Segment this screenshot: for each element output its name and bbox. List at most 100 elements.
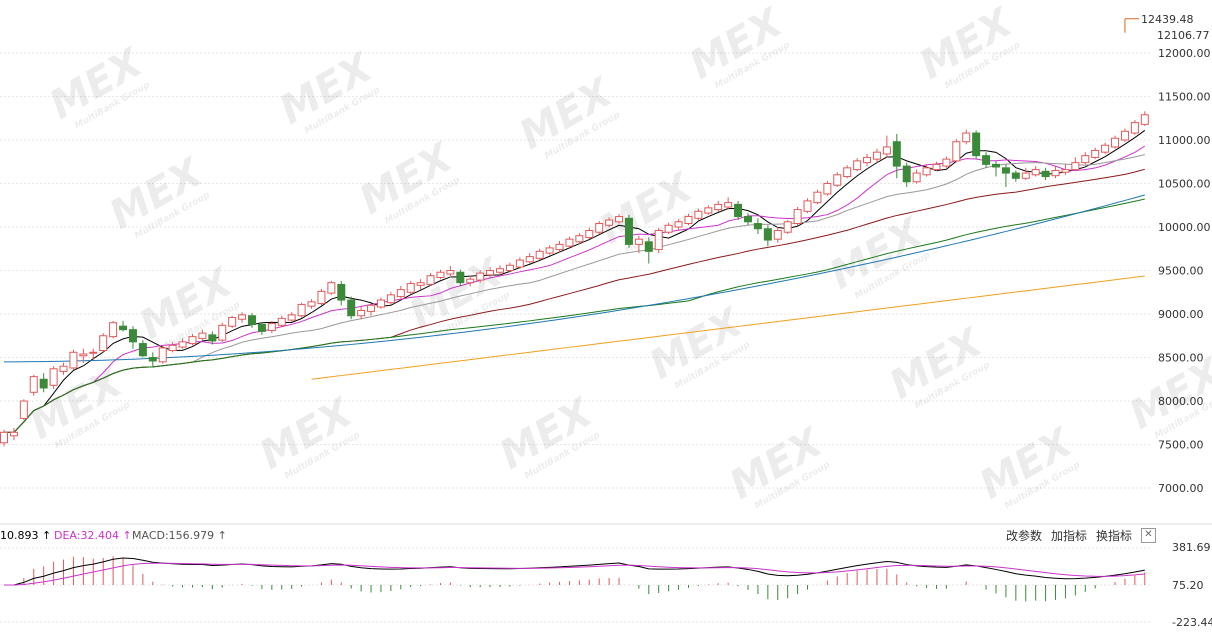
- candle-body: [466, 278, 475, 284]
- candle-body: [337, 283, 346, 301]
- candle-body: [148, 357, 157, 362]
- candle: [376, 297, 385, 309]
- candle: [535, 248, 544, 261]
- high-marker: 12439.48: [1124, 13, 1194, 33]
- price-tick-label: 10500.00: [1158, 178, 1211, 191]
- candle: [595, 220, 604, 234]
- candle-body: [833, 174, 842, 186]
- candle: [69, 349, 78, 370]
- candle: [863, 153, 872, 167]
- candle: [763, 225, 772, 247]
- candle: [79, 348, 88, 363]
- candle: [1041, 167, 1050, 181]
- price-tick-label: 9000.00: [1158, 308, 1204, 321]
- close-indicator-button[interactable]: ✕: [1141, 528, 1156, 543]
- candle-body: [585, 229, 594, 238]
- candle: [1061, 164, 1070, 175]
- candle: [1001, 164, 1010, 187]
- candle-body: [942, 158, 951, 167]
- candle: [476, 270, 485, 283]
- candle: [555, 240, 564, 254]
- macd-lines: [4, 557, 1145, 586]
- candle-body: [872, 151, 881, 160]
- modify-params-button[interactable]: 改参数: [1006, 529, 1043, 543]
- candle-body: [347, 299, 356, 317]
- candle: [287, 312, 296, 322]
- candle: [168, 341, 177, 353]
- candle-body: [456, 271, 465, 284]
- candle: [773, 227, 782, 243]
- candle-body: [555, 243, 564, 251]
- candle-body: [793, 209, 802, 225]
- candle-body: [654, 229, 663, 251]
- price-tick-label: 11500.00: [1158, 91, 1211, 104]
- candle: [1120, 128, 1129, 142]
- candle: [456, 269, 465, 287]
- candle-body: [89, 351, 98, 354]
- candle: [99, 333, 108, 353]
- candle-body: [376, 299, 385, 308]
- candle-body: [1061, 169, 1070, 173]
- candle: [525, 253, 534, 264]
- candle-body: [724, 202, 733, 208]
- candle-body: [228, 316, 237, 327]
- candle-body: [1021, 172, 1030, 179]
- candle-body: [238, 314, 247, 320]
- candle: [714, 200, 723, 213]
- candle: [446, 266, 455, 278]
- candle: [1071, 157, 1080, 172]
- candle-body: [1101, 144, 1110, 153]
- candle: [198, 329, 207, 341]
- macd-tick-label: -223.44: [1172, 616, 1212, 629]
- macd-label: MACD:156.979 ↑: [132, 529, 227, 542]
- switch-indicator-button[interactable]: 换指标: [1096, 529, 1133, 543]
- candle: [585, 227, 594, 240]
- candle-body: [823, 183, 832, 195]
- candle-body: [29, 376, 38, 393]
- high-marker-label: 12439.48: [1141, 13, 1194, 26]
- price-tick-label: 10000.00: [1158, 221, 1211, 234]
- candle: [952, 139, 961, 163]
- candle-body: [9, 431, 18, 437]
- candle-body: [109, 322, 118, 338]
- candle-body: [128, 329, 137, 343]
- candle: [386, 292, 395, 306]
- add-indicator-button[interactable]: 加指标: [1051, 529, 1088, 543]
- candle-body: [446, 270, 455, 275]
- candle: [1101, 142, 1110, 154]
- candle-body: [39, 378, 48, 389]
- candle-body: [1051, 169, 1060, 177]
- candle: [119, 320, 128, 332]
- candle-body: [267, 323, 276, 332]
- candle: [297, 302, 306, 318]
- candle-body: [257, 323, 266, 332]
- candle: [793, 206, 802, 226]
- candle-body: [178, 341, 187, 348]
- price-tick-label: 7000.00: [1158, 482, 1204, 495]
- candle-body: [248, 315, 256, 325]
- candle-body: [138, 343, 147, 357]
- candle: [744, 213, 752, 226]
- candle-body: [605, 219, 614, 226]
- candle-body: [932, 163, 941, 171]
- candle: [1140, 111, 1149, 127]
- macd-axis: 381.69 75.20 -223.44: [1172, 541, 1212, 629]
- candle-body: [575, 235, 584, 243]
- candle-body: [902, 165, 911, 183]
- candle: [972, 130, 981, 160]
- candle: [644, 237, 653, 264]
- candle: [59, 362, 68, 375]
- candle-body: [1011, 172, 1020, 179]
- candle: [853, 158, 862, 172]
- candle-body: [595, 223, 604, 233]
- candle-body: [734, 203, 743, 218]
- candle: [892, 133, 901, 179]
- candle: [327, 280, 336, 295]
- candle: [426, 273, 435, 287]
- candle-body: [436, 271, 445, 278]
- candle: [724, 197, 733, 210]
- candle: [704, 205, 713, 215]
- candle-body: [1091, 149, 1100, 158]
- candle: [1081, 152, 1090, 165]
